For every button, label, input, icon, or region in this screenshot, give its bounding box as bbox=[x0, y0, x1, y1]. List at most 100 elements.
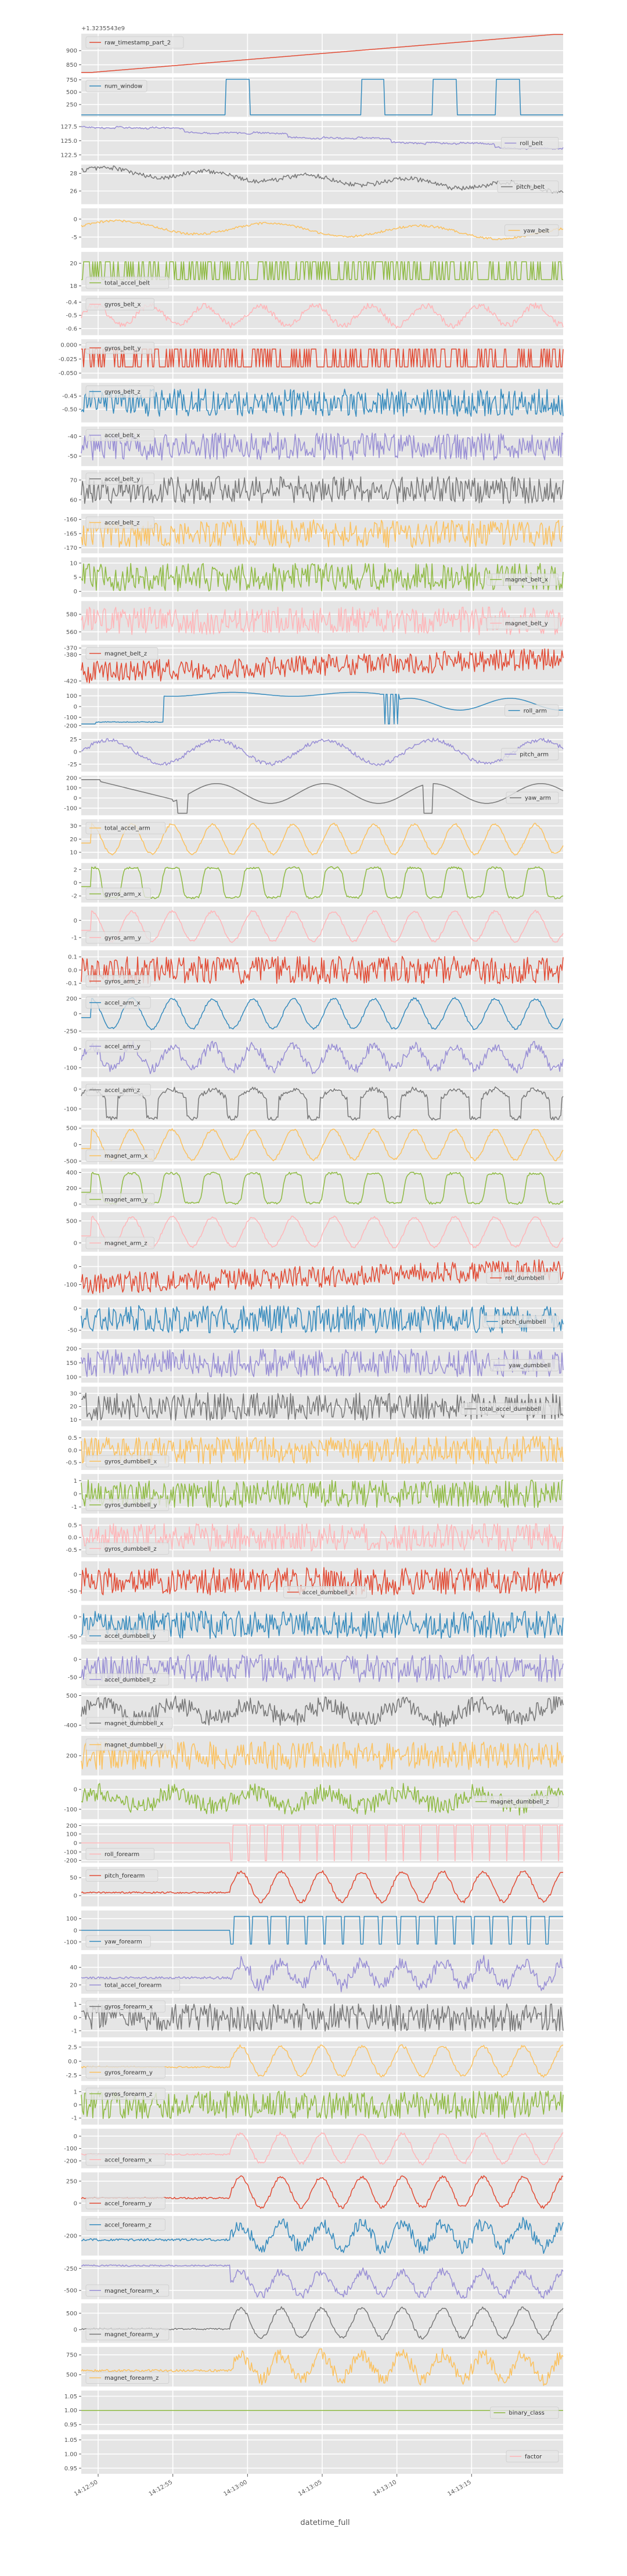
y-tick-label: -2 bbox=[71, 894, 77, 900]
legend-total_accel_dumbbell: total_accel_dumbbell bbox=[460, 1403, 559, 1415]
y-tick-label: 500 bbox=[66, 2311, 77, 2317]
y-tick-label: -100 bbox=[64, 1107, 77, 1113]
panel-magnet_forearm_x: -250 -500 magnet_forearm_x bbox=[64, 2260, 564, 2300]
panel-roll_dumbbell: 0 -100 roll_dumbbell bbox=[64, 1256, 564, 1296]
y-tick-label: -500 bbox=[64, 1158, 77, 1165]
panel-total_accel_belt: 20 18 total_accel_belt bbox=[70, 251, 563, 292]
y-tick-label: 0 bbox=[74, 2327, 77, 2333]
y-tick-label: -100 bbox=[64, 1849, 77, 1856]
series-line-gyros_belt_x bbox=[81, 302, 564, 329]
series-line-gyros_dumbbell_y bbox=[81, 1479, 564, 1508]
legend-box bbox=[505, 224, 559, 237]
y-tick-label: 0 bbox=[74, 2200, 77, 2207]
y-tick-label: 125.0 bbox=[60, 138, 77, 145]
legend-box bbox=[85, 2197, 165, 2210]
y-tick-label: 0 bbox=[74, 880, 77, 887]
y-tick-label: 2 bbox=[74, 867, 77, 873]
legend-accel_belt_y: accel_belt_y bbox=[85, 473, 154, 485]
y-tick-label: 100 bbox=[66, 1831, 77, 1838]
legend-label: pitch_forearm bbox=[105, 1873, 145, 1879]
legend-box bbox=[85, 1630, 170, 1642]
panel-accel_arm_y: 0 -100 accel_arm_y bbox=[64, 1037, 564, 1078]
legend-box bbox=[505, 704, 559, 717]
panel-accel_belt_z: -170 -165 -160 accel_belt_z bbox=[64, 513, 564, 554]
legend-total_accel_belt: total_accel_belt bbox=[85, 276, 170, 289]
series-line-accel_arm_x bbox=[81, 997, 564, 1031]
panel-magnet_belt_x: 10 5 0 magnet_belt_x bbox=[70, 557, 564, 597]
y-tick-label: 200 bbox=[66, 776, 77, 782]
series-line-yaw_forearm bbox=[81, 1916, 563, 1945]
y-tick-label: 100 bbox=[66, 1374, 77, 1381]
series-line-gyros_forearm_z bbox=[81, 2090, 564, 2119]
panel-gyros_forearm_x: 1 0 -1 gyros_forearm_x bbox=[71, 1998, 564, 2038]
legend-box bbox=[85, 888, 151, 900]
legend-label: magnet_arm_y bbox=[105, 1197, 147, 1203]
y-tick-label: -250 bbox=[64, 1029, 77, 1035]
x-tick-label: 14:12:55 bbox=[148, 2479, 174, 2498]
legend-label: yaw_forearm bbox=[105, 1939, 142, 1945]
y-tick-label: 400 bbox=[66, 1170, 77, 1176]
legend-magnet_belt_y: magnet_belt_y bbox=[486, 617, 559, 629]
series-line-accel_belt_y bbox=[81, 475, 564, 505]
y-tick-label: -0.5 bbox=[66, 1547, 77, 1554]
panel-yaw_forearm: 100 0 -100 yaw_forearm bbox=[64, 1910, 563, 1950]
y-tick-label: -50 bbox=[68, 1634, 77, 1640]
y-tick-label: 0 bbox=[74, 2102, 77, 2109]
legend-box bbox=[85, 1542, 170, 1555]
y-tick-label: 70 bbox=[70, 477, 77, 484]
y-tick-label: -0.5 bbox=[66, 1460, 77, 1467]
x-tick-label: 14:13:05 bbox=[297, 2479, 323, 2498]
legend-magnet_dumbbell_z: magnet_dumbbell_z bbox=[471, 1795, 559, 1808]
y-tick-label: -5 bbox=[71, 235, 77, 241]
y-tick-label: -420 bbox=[64, 678, 77, 684]
legend-yaw_belt: yaw_belt bbox=[505, 224, 559, 237]
y-tick-label: -0.5 bbox=[66, 313, 77, 319]
legend-accel_forearm_y: accel_forearm_y bbox=[85, 2197, 165, 2210]
legend-label: accel_dumbbell_y bbox=[105, 1633, 156, 1640]
legend-label: roll_arm bbox=[524, 708, 547, 714]
legend-label: magnet_forearm_z bbox=[105, 2375, 158, 2382]
y-tick-label: 50 bbox=[70, 1875, 77, 1882]
legend-box bbox=[85, 822, 165, 834]
y-tick-label: 0 bbox=[74, 589, 77, 595]
y-tick-label: -165 bbox=[64, 531, 77, 538]
legend-label: gyros_dumbbell_y bbox=[105, 1503, 157, 1509]
y-tick-label: -0.025 bbox=[59, 356, 77, 363]
y-tick-label: 100 bbox=[66, 1916, 77, 1922]
y-tick-label: 750 bbox=[66, 2352, 77, 2359]
series-line-magnet_arm_z bbox=[81, 1215, 564, 1249]
legend-pitch_arm: pitch_arm bbox=[500, 748, 559, 761]
series-line-pitch_forearm bbox=[81, 1870, 564, 1904]
y-tick-label: 500 bbox=[66, 1693, 77, 1699]
y-tick-label: -2.5 bbox=[66, 2073, 77, 2079]
legend-label: magnet_dumbbell_x bbox=[105, 1720, 163, 1727]
y-tick-label: 560 bbox=[66, 629, 77, 636]
legend-factor: factor bbox=[506, 2450, 559, 2463]
legend-label: gyros_arm_z bbox=[105, 978, 141, 985]
panel-accel_belt_x: -40 -50 accel_belt_x bbox=[68, 426, 564, 466]
y-tick-label: -0.4 bbox=[66, 300, 77, 306]
series-line-magnet_belt_y bbox=[81, 606, 564, 636]
legend-magnet_forearm_x: magnet_forearm_x bbox=[85, 2284, 170, 2297]
legend-num_window: num_window bbox=[85, 80, 147, 92]
series-line-magnet_belt_x bbox=[81, 563, 564, 592]
legend-magnet_arm_y: magnet_arm_y bbox=[85, 1193, 154, 1206]
x-tick-label: 14:13:00 bbox=[222, 2479, 248, 2498]
y-tick-label: -250 bbox=[64, 2266, 77, 2272]
legend-box bbox=[85, 931, 151, 944]
y-tick-label: 0.5 bbox=[68, 1522, 77, 1529]
legend-label: raw_timestamp_part_2 bbox=[105, 40, 171, 46]
legend-box bbox=[85, 298, 154, 311]
series-line-yaw_dumbbell bbox=[81, 1349, 564, 1378]
y-tick-label: 1.00 bbox=[64, 2408, 77, 2414]
y-tick-label: 250 bbox=[66, 2178, 77, 2185]
y-tick-label: 200 bbox=[66, 1753, 77, 1760]
legend-accel_dumbbell_z: accel_dumbbell_z bbox=[85, 1673, 170, 1686]
legend-box bbox=[85, 80, 147, 92]
y-tick-label: 20 bbox=[70, 837, 77, 843]
y-tick-label: 0 bbox=[74, 1086, 77, 1093]
panel-gyros_belt_z: -0.45 -0.50 gyros_belt_z bbox=[62, 383, 564, 423]
panel-accel_arm_z: 0 -100 accel_arm_z bbox=[64, 1081, 564, 1121]
y-tick-label: 0 bbox=[74, 1011, 77, 1018]
panel-pitch_forearm: 50 0 pitch_forearm bbox=[70, 1867, 564, 1907]
